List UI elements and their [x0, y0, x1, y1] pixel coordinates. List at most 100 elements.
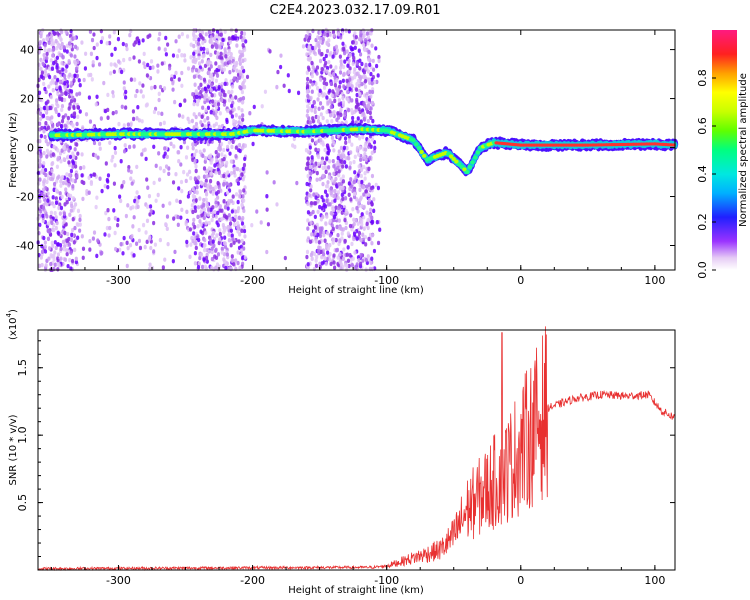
spectrogram-noise-dot	[331, 71, 336, 77]
spectrogram-noise-dot	[192, 231, 196, 236]
spectrogram-noise-dot	[141, 222, 146, 228]
spectrogram-noise-dot	[59, 205, 64, 211]
spectrogram-noise-dot	[157, 177, 162, 182]
spectrogram-noise-dot	[216, 210, 220, 216]
spectrogram-noise-dot	[355, 145, 360, 151]
spectrogram-noise-dot	[47, 256, 51, 261]
spectrogram-noise-dot	[361, 184, 365, 190]
spectrogram-noise-dot	[40, 243, 44, 249]
spectrogram-noise-dot	[66, 263, 70, 269]
spectrogram-noise-dot	[204, 192, 209, 197]
spectrogram-noise-dot	[331, 207, 336, 213]
spectrogram-noise-dot	[208, 139, 212, 144]
spectrogram-noise-dot	[52, 41, 56, 46]
spectrogram-noise-dot	[55, 65, 59, 70]
spectrogram-noise-dot	[50, 37, 54, 43]
spectrogram-noise-dot	[333, 98, 337, 104]
spectrogram-noise-dot	[137, 59, 141, 64]
spectrogram-noise-dot	[43, 244, 48, 250]
spectrogram-noise-dot	[146, 185, 150, 190]
spectrogram-noise-dot	[360, 61, 364, 67]
spectrogram-noise-dot	[230, 103, 234, 109]
spectrogram-noise-dot	[113, 62, 117, 67]
spectrogram-noise-dot	[53, 250, 57, 255]
spectrogram-noise-dot	[87, 95, 92, 100]
spectrogram-noise-dot	[176, 222, 180, 228]
spectrogram-noise-dot	[46, 236, 51, 242]
spectrogram-noise-dot	[57, 174, 61, 179]
spectrogram-noise-dot	[149, 59, 154, 64]
spectrogram-noise-dot	[241, 113, 245, 118]
spectrogram-noise-dot	[334, 211, 338, 217]
spectrogram-noise-dot	[225, 252, 230, 257]
spectrogram-noise-dot	[330, 93, 334, 98]
spectrogram-noise-dot	[207, 207, 211, 212]
snr-x-label: Height of straight line (km)	[288, 585, 424, 596]
spectrogram-noise-dot	[73, 178, 77, 184]
spectrogram-noise-dot	[308, 177, 312, 183]
spectrogram-noise-dot	[361, 74, 366, 80]
spectrogram-noise-dot	[69, 168, 74, 174]
spectrogram-noise-dot	[198, 219, 202, 224]
spectrogram-noise-dot	[315, 254, 319, 260]
spectrogram-noise-dot	[229, 198, 234, 204]
spectrogram-noise-dot	[60, 61, 64, 66]
spectrogram-noise-dot	[141, 94, 145, 99]
spectrogram-noise-dot	[145, 239, 149, 245]
spectrogram-noise-dot	[375, 219, 379, 225]
spectrogram-noise-dot	[205, 47, 209, 53]
spectrogram-noise-dot	[222, 89, 226, 95]
spectrogram-noise-dot	[353, 170, 357, 175]
spectrogram-noise-dot	[350, 84, 354, 89]
spectrogram-noise-dot	[341, 164, 345, 169]
spectrogram-noise-dot	[104, 210, 108, 216]
spectrogram-noise-dot	[57, 112, 61, 118]
spectrogram-noise-dot	[363, 234, 368, 240]
spectrogram-noise-dot	[63, 85, 67, 90]
spectrogram-noise-dot	[124, 89, 128, 95]
spectrogram-noise-dot	[359, 33, 363, 38]
spectrogram-noise-dot	[371, 67, 376, 72]
spectrogram-noise-dot	[306, 161, 310, 166]
spectrogram-noise-dot	[137, 227, 141, 233]
spectrogram-noise-dot	[69, 177, 73, 182]
spectrogram-noise-dot	[234, 28, 238, 33]
spectrogram-noise-dot	[356, 116, 360, 121]
spectrogram-noise-dot	[73, 35, 77, 41]
spectrogram-noise-dot	[237, 120, 241, 125]
spectrogram-noise-dot	[321, 105, 325, 110]
spectrogram-noise-dot	[334, 237, 338, 243]
spectrogram-noise-dot	[105, 177, 109, 183]
spectrogram-noise-dot	[226, 170, 230, 175]
spectrogram-noise-dot	[373, 79, 377, 85]
spectrogram-noise-dot	[312, 201, 317, 206]
spectrogram-noise-dot	[365, 221, 369, 227]
spectrogram-noise-dot	[370, 215, 374, 220]
spectrogram-noise-dot	[200, 181, 204, 186]
spectrogram-noise-dot	[369, 71, 373, 77]
spectrogram-noise-dot	[343, 50, 347, 56]
spectrogram-noise-dot	[346, 258, 351, 264]
spectrogram-noise-dot	[343, 238, 347, 244]
spectrogram-noise-dot	[354, 218, 358, 223]
spectrogram-noise-dot	[367, 192, 371, 198]
spectrogram-noise-dot	[312, 192, 316, 197]
spectrogram-noise-dot	[70, 47, 74, 52]
spectrogram-noise-dot	[196, 265, 201, 270]
spectrogram-noise-dot	[230, 233, 234, 238]
spectrogram-noise-dot	[71, 217, 75, 222]
spectrogram-noise-dot	[236, 208, 240, 214]
spectrogram-noise-dot	[53, 75, 57, 80]
spectrogram-noise-dot	[153, 84, 157, 90]
spectrogram-track-core	[416, 146, 422, 151]
spectrogram-noise-dot	[194, 164, 198, 169]
spectrogram-noise-dot	[186, 194, 190, 199]
spectrogram-noise-dot	[60, 148, 64, 153]
spectrogram-noise-dot	[332, 33, 336, 38]
spectrogram-noise-dot	[149, 209, 153, 214]
spectrogram-noise-dot	[332, 164, 336, 169]
spectrogram-noise-dot	[325, 109, 329, 115]
spectrogram-noise-dot	[217, 170, 221, 176]
spectrogram-noise-dot	[328, 159, 332, 164]
spectrogram-noise-dot	[62, 73, 67, 79]
